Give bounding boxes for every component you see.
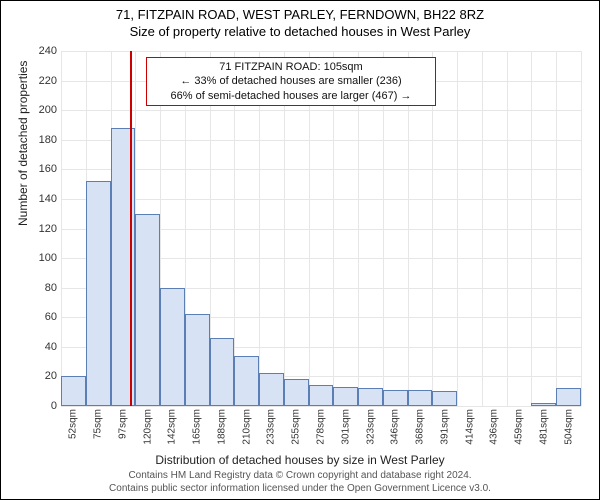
gridline-vertical <box>507 51 508 406</box>
gridline-horizontal <box>61 140 581 141</box>
x-tick-label: 233sqm <box>266 409 277 445</box>
histogram-bar <box>309 385 334 406</box>
histogram-bar <box>556 388 581 406</box>
histogram-bar <box>86 181 111 406</box>
annotation-line-2: ← 33% of detached houses are smaller (23… <box>153 74 429 88</box>
x-tick-label: 278sqm <box>316 409 327 445</box>
gridline-vertical <box>482 51 483 406</box>
gridline-vertical <box>61 51 62 406</box>
footer-line2: Contains public sector information licen… <box>1 483 599 496</box>
histogram-bar <box>333 387 358 406</box>
histogram-bar <box>210 338 235 406</box>
histogram-bar <box>185 314 210 406</box>
gridline-horizontal <box>61 169 581 170</box>
x-tick-label: 120sqm <box>142 409 153 445</box>
y-tick-label: 120 <box>39 223 57 235</box>
histogram-bar <box>531 403 556 406</box>
histogram-bar <box>284 379 309 406</box>
gridline-vertical <box>531 51 532 406</box>
title-address: 71, FITZPAIN ROAD, WEST PARLEY, FERNDOWN… <box>1 7 599 22</box>
plot-area: 02040608010012014016018020022024052sqm75… <box>61 51 581 406</box>
x-tick-label: 165sqm <box>192 409 203 445</box>
x-tick-label: 52sqm <box>68 409 79 439</box>
y-tick-label: 200 <box>39 104 57 116</box>
x-axis-label: Distribution of detached houses by size … <box>1 453 599 467</box>
x-tick-label: 188sqm <box>216 409 227 445</box>
x-tick-label: 142sqm <box>167 409 178 445</box>
footer-attribution: Contains HM Land Registry data © Crown c… <box>1 470 599 495</box>
x-tick-label: 504sqm <box>563 409 574 445</box>
y-tick-label: 40 <box>45 341 57 353</box>
gridline-horizontal <box>61 51 581 52</box>
x-tick-label: 301sqm <box>340 409 351 445</box>
x-tick-label: 97sqm <box>117 409 128 439</box>
x-tick-label: 436sqm <box>489 409 500 445</box>
y-axis-label: Number of detached properties <box>16 61 30 226</box>
histogram-bar <box>408 390 433 406</box>
chart-container: 71, FITZPAIN ROAD, WEST PARLEY, FERNDOWN… <box>0 0 600 500</box>
x-tick-label: 368sqm <box>415 409 426 445</box>
x-tick-label: 323sqm <box>365 409 376 445</box>
x-tick-label: 391sqm <box>439 409 450 445</box>
histogram-bar <box>61 376 86 406</box>
gridline-horizontal <box>61 406 581 407</box>
x-tick-label: 414sqm <box>464 409 475 445</box>
histogram-bar <box>432 391 457 406</box>
y-tick-label: 160 <box>39 163 57 175</box>
x-tick-label: 210sqm <box>241 409 252 445</box>
gridline-vertical <box>457 51 458 406</box>
histogram-bar <box>358 388 383 406</box>
y-tick-label: 220 <box>39 75 57 87</box>
gridline-horizontal <box>61 199 581 200</box>
y-tick-label: 60 <box>45 311 57 323</box>
gridline-horizontal <box>61 110 581 111</box>
annotation-line-1: 71 FITZPAIN ROAD: 105sqm <box>153 60 429 74</box>
reference-line <box>130 51 132 406</box>
histogram-bar <box>234 356 259 406</box>
footer-line1: Contains HM Land Registry data © Crown c… <box>1 470 599 483</box>
annotation-line-3: 66% of semi-detached houses are larger (… <box>153 89 429 103</box>
histogram-bar <box>135 214 160 406</box>
gridline-vertical <box>581 51 582 406</box>
x-tick-label: 255sqm <box>291 409 302 445</box>
annotation-box: 71 FITZPAIN ROAD: 105sqm← 33% of detache… <box>146 57 436 106</box>
histogram-bar <box>383 390 408 406</box>
y-tick-label: 20 <box>45 370 57 382</box>
x-tick-label: 75sqm <box>93 409 104 439</box>
y-tick-label: 100 <box>39 252 57 264</box>
x-tick-label: 481sqm <box>538 409 549 445</box>
y-tick-label: 140 <box>39 193 57 205</box>
gridline-vertical <box>556 51 557 406</box>
x-tick-label: 346sqm <box>390 409 401 445</box>
title-subtitle: Size of property relative to detached ho… <box>1 24 599 39</box>
y-tick-label: 180 <box>39 134 57 146</box>
x-tick-label: 459sqm <box>514 409 525 445</box>
y-tick-label: 240 <box>39 45 57 57</box>
histogram-bar <box>259 373 284 406</box>
y-tick-label: 80 <box>45 282 57 294</box>
y-tick-label: 0 <box>51 400 57 412</box>
histogram-bar <box>160 288 185 406</box>
